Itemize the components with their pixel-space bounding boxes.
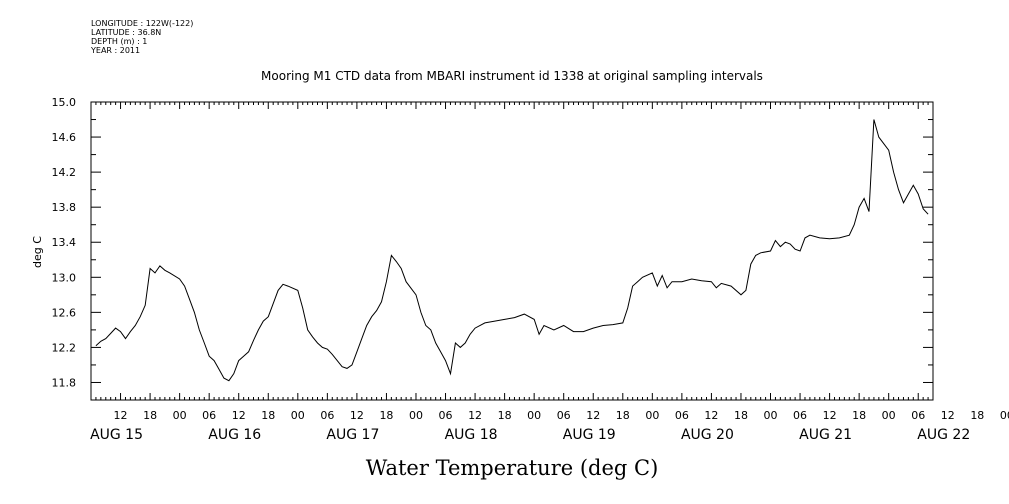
x-tick-label: 00 xyxy=(1000,409,1009,422)
x-tick-labels: 12 18 00 06 12 18 00 06 12 18 00 06 12 18 00 06 12 18 00 06… xyxy=(114,409,1009,422)
series-line xyxy=(95,119,929,382)
x-tick-label: 06 xyxy=(675,409,689,422)
x-tick-label: 18 xyxy=(734,409,748,422)
x-axis-label: Water Temperature (deg C) xyxy=(366,456,659,480)
x-tick-label: 00 xyxy=(882,409,896,422)
series-layer xyxy=(95,119,929,382)
x-tick-label: 06 xyxy=(557,409,571,422)
x-tick-label: 18 xyxy=(852,409,866,422)
y-tick-label: 15.0 xyxy=(52,96,77,109)
y-tick-label: 13.8 xyxy=(52,201,77,214)
x-tick-label: 06 xyxy=(320,409,334,422)
x-tick-label: 12 xyxy=(114,409,128,422)
x-tick-label: 06 xyxy=(439,409,453,422)
x-day-label: AUG 18 xyxy=(445,427,498,443)
x-tick-label: 18 xyxy=(970,409,984,422)
y-tick-label: 13.4 xyxy=(52,236,77,249)
x-tick-label: 18 xyxy=(261,409,275,422)
x-day-label: AUG 19 xyxy=(563,427,616,443)
x-tick-label: 12 xyxy=(350,409,364,422)
y-tick-label: 12.2 xyxy=(52,341,77,354)
plot-frame xyxy=(90,101,934,401)
x-tick-label: 18 xyxy=(498,409,512,422)
dataset-info: LONGITUDE : 122W(-122) LATITUDE : 36.8N … xyxy=(91,19,193,55)
x-tick-label: 12 xyxy=(823,409,837,422)
x-tick-label: 06 xyxy=(911,409,925,422)
longitude-line: LONGITUDE : 122W(-122) xyxy=(91,19,194,28)
x-day-label: AUG 15 xyxy=(90,427,143,443)
chart-title: Mooring M1 CTD data from MBARI instrumen… xyxy=(261,69,763,83)
y-tick-label: 11.8 xyxy=(52,376,77,389)
x-tick-label: 00 xyxy=(764,409,778,422)
x-day-label: AUG 20 xyxy=(681,427,734,443)
x-tick-label: 12 xyxy=(941,409,955,422)
x-day-label: AUG 22 xyxy=(917,427,970,443)
x-tick-label: 00 xyxy=(645,409,659,422)
y-tick-label: 13.0 xyxy=(52,271,77,284)
x-day-label: AUG 17 xyxy=(326,427,379,443)
x-tick-label: 12 xyxy=(232,409,246,422)
y-tick-labels: 11.8 12.2 12.6 13.0 13.4 13.8 14.2 14.6 15.0 xyxy=(52,96,77,389)
y-tick-label: 12.6 xyxy=(52,306,77,319)
x-tick-label: 00 xyxy=(527,409,541,422)
x-tick-label: 12 xyxy=(704,409,718,422)
axis-ticks xyxy=(90,101,934,401)
x-tick-label: 00 xyxy=(173,409,187,422)
x-tick-label: 18 xyxy=(379,409,393,422)
x-tick-label: 00 xyxy=(409,409,423,422)
x-tick-label: 00 xyxy=(291,409,305,422)
y-tick-label: 14.6 xyxy=(52,131,77,144)
x-tick-label: 18 xyxy=(143,409,157,422)
x-tick-label: 06 xyxy=(202,409,216,422)
y-tick-label: 14.2 xyxy=(52,166,77,179)
latitude-line: LATITUDE : 36.8N xyxy=(91,28,162,37)
x-day-labels: AUG 15 AUG 16 AUG 17 AUG 18 AUG 19 AUG 20 AUG … xyxy=(90,427,970,443)
y-axis-label: deg C xyxy=(31,236,44,268)
x-tick-label: 18 xyxy=(616,409,630,422)
plot-axes xyxy=(90,101,934,401)
depth-line: DEPTH (m) : 1 xyxy=(91,37,148,46)
x-tick-label: 12 xyxy=(468,409,482,422)
x-day-label: AUG 16 xyxy=(208,427,261,443)
x-tick-label: 12 xyxy=(586,409,600,422)
x-day-label: AUG 21 xyxy=(799,427,852,443)
year-line: YEAR : 2011 xyxy=(91,46,141,55)
x-tick-label: 06 xyxy=(793,409,807,422)
